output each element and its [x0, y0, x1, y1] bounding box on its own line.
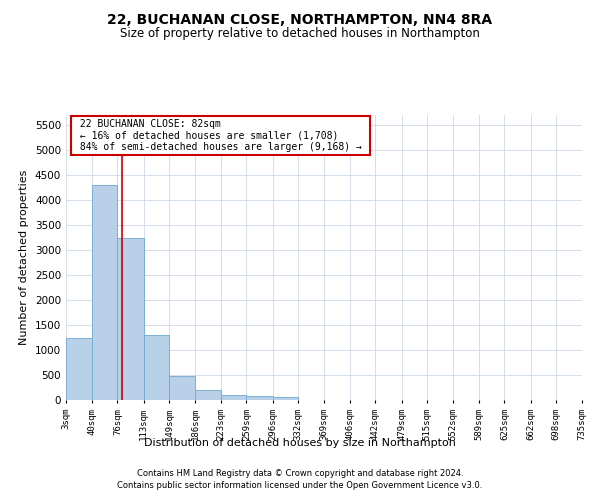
Text: 22, BUCHANAN CLOSE, NORTHAMPTON, NN4 8RA: 22, BUCHANAN CLOSE, NORTHAMPTON, NN4 8RA — [107, 12, 493, 26]
Bar — [143, 335, 169, 400]
Bar — [118, 238, 143, 400]
Bar — [247, 396, 272, 400]
Bar — [66, 338, 92, 400]
Bar — [195, 390, 221, 400]
Text: Distribution of detached houses by size in Northampton: Distribution of detached houses by size … — [144, 438, 456, 448]
Text: 22 BUCHANAN CLOSE: 82sqm
 ← 16% of detached houses are smaller (1,708)
 84% of s: 22 BUCHANAN CLOSE: 82sqm ← 16% of detach… — [74, 120, 367, 152]
Bar — [221, 395, 247, 400]
Text: Contains public sector information licensed under the Open Government Licence v3: Contains public sector information licen… — [118, 481, 482, 490]
Bar — [169, 376, 195, 400]
Y-axis label: Number of detached properties: Number of detached properties — [19, 170, 29, 345]
Bar — [272, 397, 298, 400]
Text: Contains HM Land Registry data © Crown copyright and database right 2024.: Contains HM Land Registry data © Crown c… — [137, 468, 463, 477]
Text: Size of property relative to detached houses in Northampton: Size of property relative to detached ho… — [120, 28, 480, 40]
Bar — [92, 185, 118, 400]
